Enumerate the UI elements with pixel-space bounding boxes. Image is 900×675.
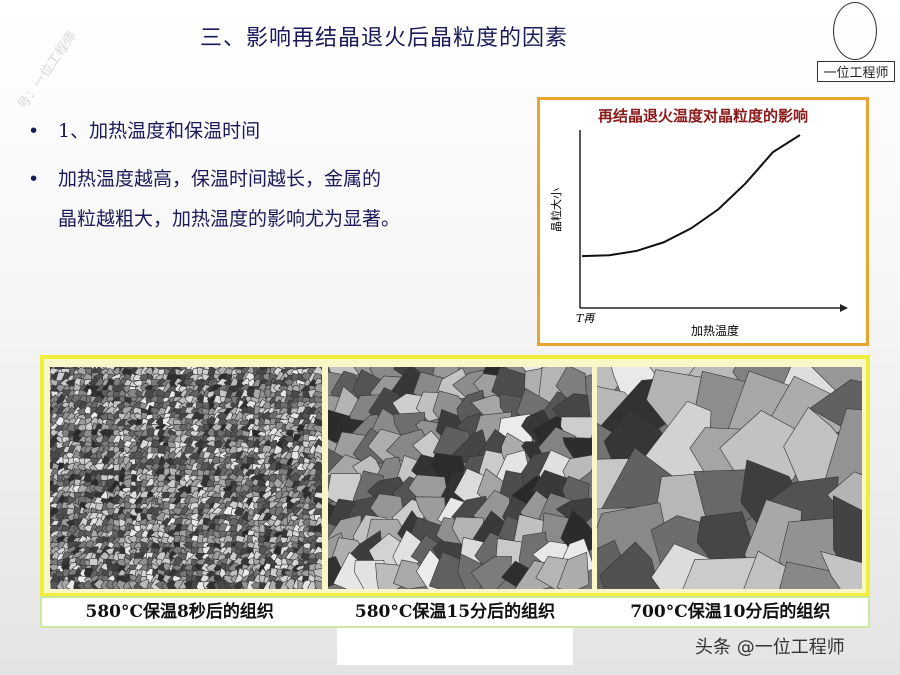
y-axis-label: 晶粒大小 bbox=[549, 188, 563, 232]
blank-box bbox=[337, 628, 573, 665]
logo: 一位工程师 bbox=[815, 2, 897, 82]
caption: 580°C保温15分后的组织 bbox=[354, 602, 556, 622]
bullet-text: 加热温度越高，保温时间越长，金属的 bbox=[58, 168, 382, 190]
x-tick-label: T再 bbox=[576, 312, 596, 325]
grain bbox=[284, 578, 295, 589]
bullet-item: • 加热温度越高，保温时间越长，金属的 bbox=[28, 160, 381, 198]
grain bbox=[820, 551, 862, 589]
bullet-text: 1、加热温度和保温时间 bbox=[58, 120, 261, 142]
micrograph-coarse bbox=[597, 367, 862, 589]
logo-emblem-icon bbox=[833, 2, 877, 60]
micrograph-panel bbox=[40, 355, 870, 597]
bullet-marker: • bbox=[28, 120, 40, 142]
caption: 580°C保温8秒后的组织 bbox=[85, 602, 274, 622]
logo-label: 一位工程师 bbox=[817, 61, 895, 82]
bullet-item: • 1、加热温度和保温时间 bbox=[28, 112, 260, 150]
caption: 700°C保温10分后的组织 bbox=[630, 602, 831, 622]
grain-size-chart: 再结晶退火温度对晶粒度的影响 晶粒大小 T再 加热温度 bbox=[537, 97, 869, 346]
x-axis-arrow bbox=[840, 304, 848, 312]
bullet-item: 晶粒越粗大，加热温度的影响尤为显著。 bbox=[28, 200, 400, 238]
slide-title: 三、影响再结晶退火后晶粒度的因素 bbox=[200, 26, 569, 51]
caption-row: 580°C保温8秒后的组织 580°C保温15分后的组织 700°C保温10分后… bbox=[40, 596, 870, 628]
chart-svg: 晶粒大小 T再 加热温度 bbox=[549, 130, 848, 338]
bullet-marker: • bbox=[28, 168, 40, 190]
x-axis-label: 加热温度 bbox=[691, 323, 739, 338]
footer-attribution: 头条 @一位工程师 bbox=[695, 637, 845, 658]
grain bbox=[470, 556, 513, 589]
grain bbox=[556, 551, 590, 589]
grain-size-curve bbox=[581, 134, 801, 258]
micrograph-medium bbox=[328, 367, 592, 589]
grain bbox=[314, 580, 322, 589]
grain bbox=[599, 541, 660, 589]
watermark: 号：一位工程师 bbox=[15, 29, 80, 113]
micrograph-fine bbox=[50, 367, 322, 589]
chart-title: 再结晶退火温度对晶粒度的影响 bbox=[597, 107, 808, 125]
bullet-text: 晶粒越粗大，加热温度的影响尤为显著。 bbox=[58, 208, 401, 230]
